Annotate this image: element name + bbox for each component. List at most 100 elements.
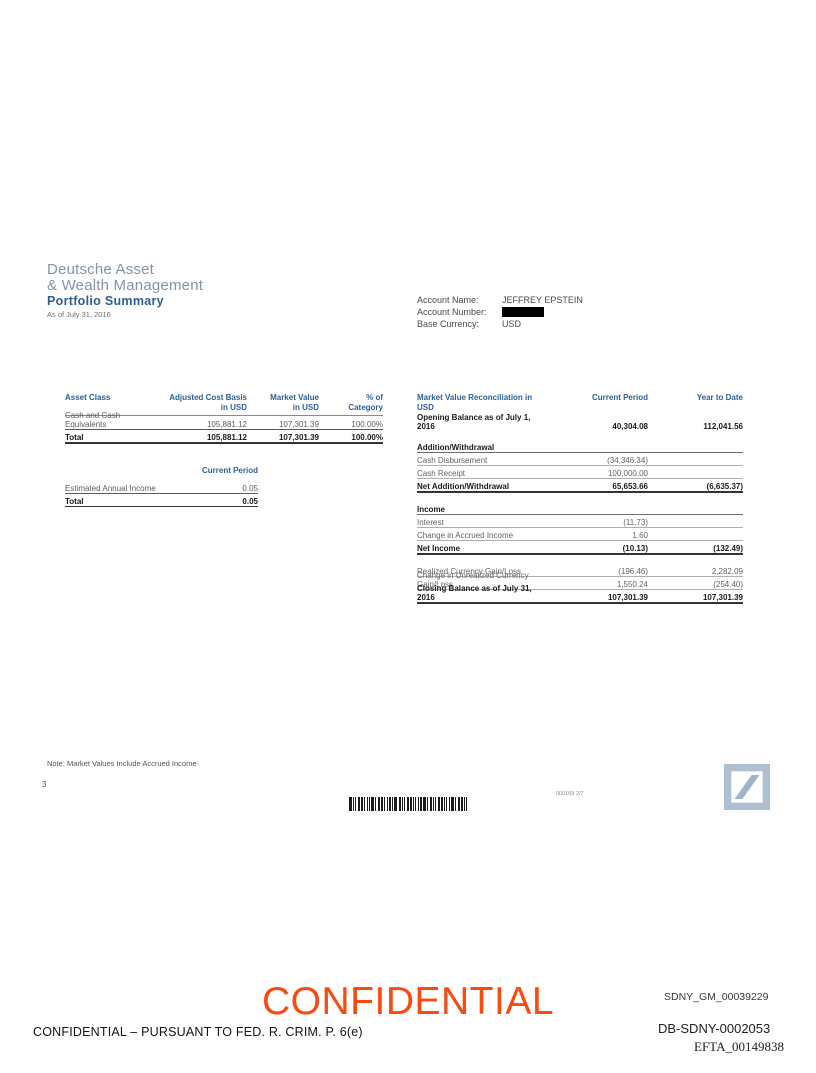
row-value: 107,301.39 [702,593,743,602]
barcode-bar [461,797,463,811]
row-label: Total [65,497,84,506]
barcode-bar [420,797,422,811]
reconciliation-table-row: Addition/Withdrawal [417,440,743,453]
account-name-row: Account Name: JEFFREY EPSTEIN [417,295,583,307]
row-value: 105,881.12 [206,433,247,442]
row-value: (10.13) [622,544,648,553]
reconciliation-table-row: Cash Disbursement (34,346.34) [417,453,743,466]
asset-table-row: Total 105,881.12 107,301.39 100.00% [65,430,383,444]
barcode-bar [394,797,397,811]
barcode-bar [438,797,440,811]
barcode-bar [413,797,414,811]
asset-class-table: Asset Class Adjusted Cost Basis in USD M… [65,393,383,444]
barcode-bar [387,797,388,811]
base-currency-label: Base Currency: [417,319,480,329]
reconciliation-table: Market Value Reconciliation in USD Curre… [417,393,743,604]
row-label: Net Income [417,544,461,553]
col-header: Adjusted Cost Basis in USD [169,393,247,412]
col-header: Year to Date [696,393,743,402]
barcode-bar [444,797,445,811]
row-value: 0.05 [242,484,258,493]
reconciliation-table-row: Net Addition/Withdrawal 65,653.66 (6,635.3… [417,479,743,493]
reconciliation-table-row: Income [417,502,743,515]
reconciliation-table-row: Opening Balance as of July 1, 2016 40,304… [417,413,743,431]
account-name-value: JEFFREY EPSTEIN [502,295,583,305]
barcode-bar [367,797,368,811]
col-header: Market Value Reconciliation in USD [417,393,533,412]
col-header: Asset Class [65,393,111,402]
row-label: Realized Currency Gain/Loss [417,567,522,576]
barcode-bar [410,797,412,811]
reconciliation-table-row: Closing Balance as of July 31, 2016 107,3… [417,584,743,604]
row-label: Cash Receipt [417,469,466,478]
row-value: 100.00% [351,433,383,442]
bates-number-db-sdny: DB-SDNY-0002053 [658,1021,771,1036]
row-value: 107,301.39 [278,420,319,429]
row-value: (254.40) [713,580,743,589]
reconciliation-table-row: Cash Receipt 100,000.00 [417,466,743,479]
barcode-bar [466,797,467,811]
income-table-body: Estimated Annual Income 0.05 Total 0.05 [65,480,258,507]
barcode-bar [402,797,403,811]
deutsche-bank-logo-icon [724,764,770,810]
deutsche-bank-logo [724,764,770,810]
reconciliation-table-row: Change in Unrealized Currency Gain/Loss 1… [417,571,743,590]
row-value: 1.60 [632,531,648,540]
row-value: 2,282.09 [711,567,743,576]
reconciliation-table-row: Change in Accrued Income 1.60 [417,528,743,541]
barcode-bar [441,797,443,811]
barcode-bar [361,797,363,811]
document-reference: 000169 2/7 [556,791,584,797]
base-currency-value: USD [502,319,522,329]
asset-table-row: Cash and Cash Equivalents 105,881.12 107,3… [65,411,383,430]
bates-number-efta: EFTA_00149838 [694,1039,784,1054]
barcode-bar [430,797,432,811]
table-spacer [417,493,743,502]
account-info: Account Name: JEFFREY EPSTEIN Account Nu… [417,295,583,331]
barcode-bar [384,797,385,811]
col-header: Current Period [591,393,648,402]
reconciliation-table-body: Opening Balance as of July 1, 2016 40,304… [417,413,743,604]
asset-table-body: Cash and Cash Equivalents 105,881.12 107,3… [65,411,383,444]
legal-confidentiality-stamp: CONFIDENTIAL – PURSUANT TO FED. R. CRIM.… [33,1025,363,1039]
barcode-bar [464,797,465,811]
barcode-bar [423,797,426,811]
barcode-bar [392,797,393,811]
barcode-bar [407,797,409,811]
barcode-bar [451,797,454,811]
barcode-bar [381,797,383,811]
row-value: 105,881.12 [206,420,247,429]
barcode-bar [353,797,354,811]
barcode-bar [364,797,365,811]
row-label: Net Addition/Withdrawal [417,482,510,491]
row-label: Interest [417,518,444,527]
barcode-bar [355,797,356,811]
barcode-bar [433,797,434,811]
brand-wordmark: Deutsche Asset & Wealth Management [47,261,204,294]
col-header: % of Category [348,393,383,412]
row-label: Estimated Annual Income [65,484,156,493]
reconciliation-table-header: Market Value Reconciliation in USD Curre… [417,393,743,419]
row-label: Change in Unrealized Currency Gain/Loss [417,571,529,589]
reconciliation-table-row: Realized Currency Gain/Loss (196.46) 2,282… [417,564,743,577]
row-value: 100.00% [351,420,383,429]
reconciliation-table-row: Interest (11.73) [417,515,743,528]
barcode-bar [458,797,460,811]
row-value: 40,304.08 [612,422,648,431]
as-of-date: As of July 31, 2016 [47,310,111,319]
asset-table-header: Asset Class Adjusted Cost Basis in USD M… [65,393,383,416]
account-name-label: Account Name: [417,295,479,305]
confidential-watermark: CONFIDENTIAL [262,980,555,1023]
income-table-header: Current Period [201,466,258,475]
row-value: (34,346.34) [607,456,648,465]
barcode-bar [404,797,405,811]
barcode-bar [399,797,401,811]
barcode [349,797,467,811]
row-label: Addition/Withdrawal [417,443,495,452]
row-value: 1,550.24 [616,580,648,589]
barcode-bar [415,797,416,811]
bates-number-sdny-gm: SDNY_GM_00039229 [664,991,769,1003]
page-title: Portfolio Summary [47,294,164,308]
barcode-bar [375,797,376,811]
barcode-bar [449,797,450,811]
